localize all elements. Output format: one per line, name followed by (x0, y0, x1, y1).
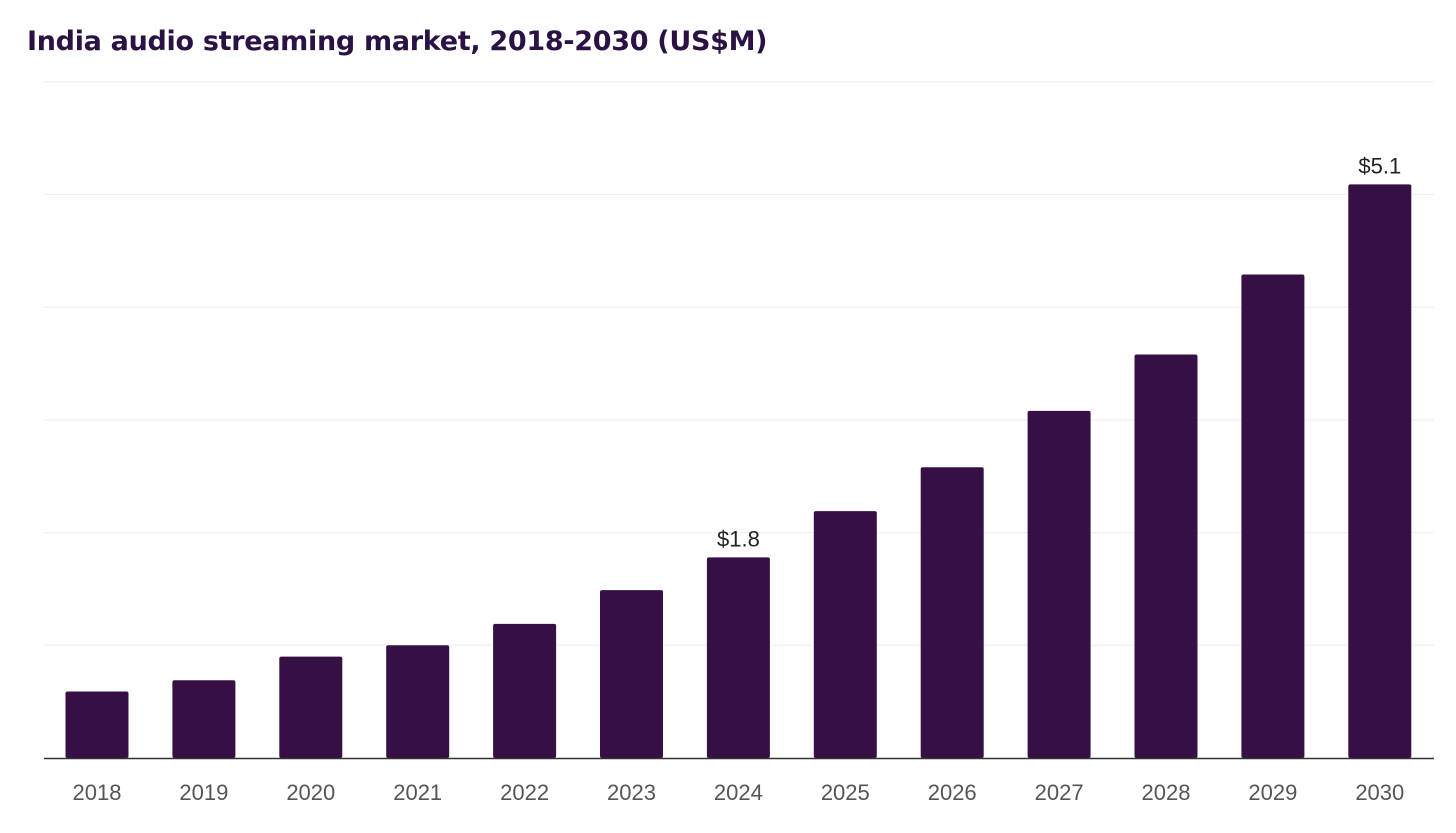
x-tick-label-2021: 2021 (393, 780, 442, 805)
bar-2030 (1348, 184, 1412, 758)
bar-2020 (279, 656, 343, 758)
x-tick-label-2020: 2020 (286, 780, 335, 805)
chart-title: India audio streaming market, 2018-2030 … (27, 26, 768, 57)
bar-2018 (65, 691, 129, 758)
x-tick-label-2018: 2018 (73, 780, 122, 805)
x-tick-label-2029: 2029 (1248, 780, 1297, 805)
value-label-2024: $1.8 (717, 526, 760, 551)
x-tick-label-2024: 2024 (714, 780, 763, 805)
bar-2021 (386, 645, 450, 758)
x-tick-label-2026: 2026 (928, 780, 977, 805)
bar-2025 (813, 511, 877, 758)
x-tick-label-2023: 2023 (607, 780, 656, 805)
x-axis-tick-labels: 2018 2019 2020 2021 2022 2023 2024 2025 2026 2027… (73, 780, 1405, 805)
x-tick-label-2027: 2027 (1035, 780, 1084, 805)
bar-2023 (600, 590, 663, 758)
bar-2029 (1241, 274, 1305, 758)
x-tick-label-2022: 2022 (500, 780, 549, 805)
bar-2027 (1027, 410, 1091, 758)
value-label-2030: $5.1 (1358, 153, 1401, 178)
bar-2024 (706, 557, 770, 758)
x-tick-label-2030: 2030 (1355, 780, 1404, 805)
x-tick-label-2025: 2025 (821, 780, 870, 805)
bar-2019 (172, 680, 236, 758)
value-labels: $1.8 $5.1 (717, 153, 1401, 551)
bar-2028 (1134, 354, 1198, 758)
gridlines (44, 81, 1434, 646)
x-tick-label-2019: 2019 (179, 780, 228, 805)
bar-2026 (920, 467, 984, 758)
bars (65, 184, 1412, 758)
bar-2022 (493, 623, 557, 758)
x-tick-label-2028: 2028 (1142, 780, 1191, 805)
